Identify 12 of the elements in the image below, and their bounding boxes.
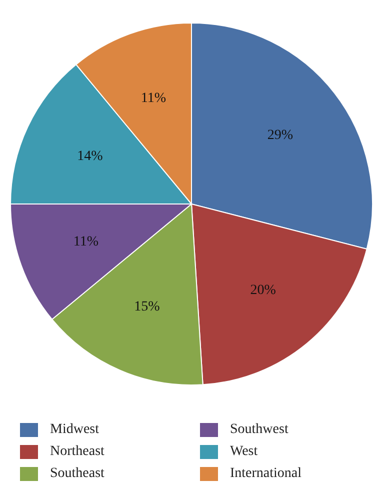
data-label: 11% bbox=[140, 91, 166, 106]
data-label: 29% bbox=[267, 128, 294, 143]
legend-label: Northeast bbox=[50, 444, 104, 460]
legend-label: Southeast bbox=[50, 466, 104, 482]
data-label: 11% bbox=[73, 234, 99, 250]
legend-label: International bbox=[230, 466, 302, 482]
legend-label: Midwest bbox=[50, 422, 99, 438]
data-label: 14% bbox=[77, 148, 104, 164]
data-label: 15% bbox=[134, 300, 160, 315]
data-label: 20% bbox=[250, 283, 276, 298]
legend-label: Southwest bbox=[230, 422, 288, 438]
legend-label: West bbox=[230, 444, 258, 460]
